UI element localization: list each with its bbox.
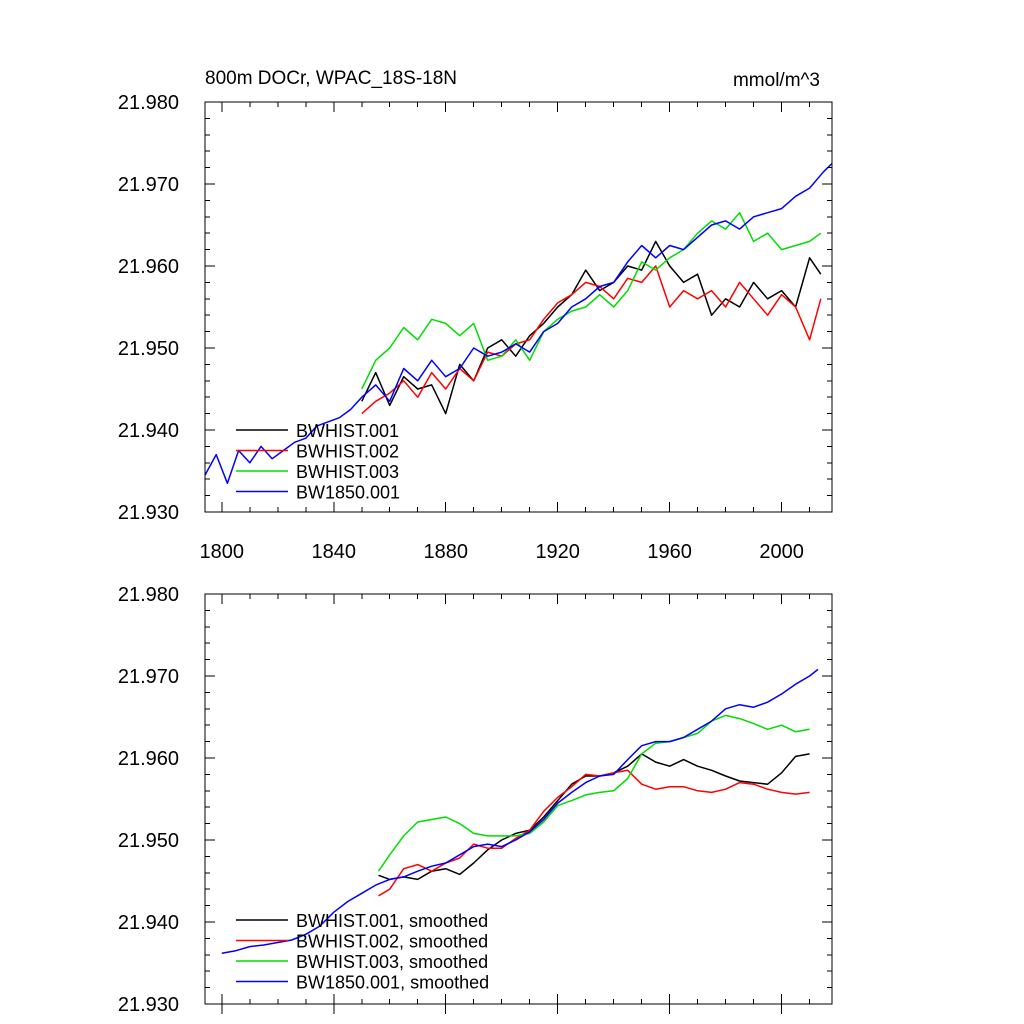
x-tick-label: 1920 (535, 541, 580, 563)
y-tick-label: 21.930 (118, 994, 179, 1016)
y-tick-label: 21.980 (118, 92, 179, 114)
legend-entry: BW1850.001, smoothed (296, 973, 489, 993)
x-tick-label: 1960 (647, 541, 692, 563)
panel-title: 800m DOCr, WPAC_18S-18N (205, 68, 457, 89)
y-tick-label: 21.970 (118, 666, 179, 688)
y-tick-label: 21.960 (118, 256, 179, 278)
y-tick-label: 21.950 (118, 338, 179, 360)
series-line-1 (361, 240, 822, 415)
y-tick-label: 21.980 (118, 584, 179, 606)
legend-entry: BWHIST.003 (296, 462, 399, 482)
units-label: mmol/m^3 (733, 70, 820, 91)
legend-entry: BWHIST.001, smoothed (296, 911, 488, 931)
series-line-1 (378, 753, 810, 881)
x-tick-label: 1880 (423, 541, 468, 563)
series-line-4 (221, 668, 819, 954)
legend-entry: BWHIST.002, smoothed (296, 932, 488, 952)
y-tick-label: 21.940 (118, 420, 179, 442)
y-tick-label: 21.960 (118, 748, 179, 770)
x-tick-label: 1840 (312, 541, 357, 563)
x-tick-label: 1800 (200, 541, 245, 563)
legend-entry: BWHIST.003, smoothed (296, 952, 488, 972)
plot-frame (204, 593, 833, 1005)
series-line-3 (377, 714, 810, 872)
bottom-panel: 21.930 21.940 21.950 21.960 21.970 21.980 BWHI… (118, 584, 833, 1016)
series-line-4 (204, 162, 833, 485)
series-line-2 (361, 265, 822, 415)
plot-frame (204, 101, 833, 513)
x-tick-label: 2000 (759, 541, 804, 563)
legend-entry: BWHIST.001 (296, 421, 399, 441)
legend-entry: BW1850.001 (296, 483, 400, 503)
y-tick-label: 21.970 (118, 174, 179, 196)
top-panel: 800m DOCr, WPAC_18S-18N mmol/m^3 21.930 2… (118, 68, 833, 563)
y-tick-label: 21.940 (118, 912, 179, 934)
y-tick-label: 21.950 (118, 830, 179, 852)
series-line-3 (361, 211, 822, 390)
legend-entry: BWHIST.002 (296, 442, 399, 462)
y-tick-label: 21.930 (118, 502, 179, 524)
